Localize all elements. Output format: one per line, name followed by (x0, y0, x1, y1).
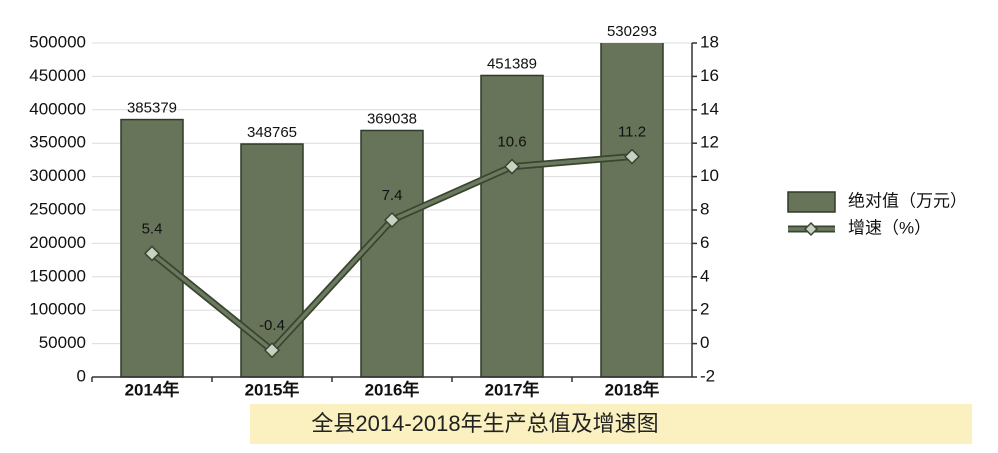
y2-tick-label: 4 (700, 266, 709, 285)
bar-value-label: 451389 (487, 55, 537, 72)
line-marker (503, 158, 521, 175)
y-tick-label: 0 (77, 366, 86, 385)
y-tick-label: 500000 (29, 32, 86, 51)
foreground: 0 50000 100000 150000 200000 250000 300000 3500… (29, 23, 967, 400)
y-tick-label: 350000 (29, 133, 86, 152)
y-tick-label: 200000 (29, 233, 86, 252)
bar-value-label: 348765 (247, 124, 297, 141)
bar (480, 74, 544, 378)
y2-tick-label: 14 (700, 99, 719, 118)
bar (600, 43, 664, 378)
line-value-label: 7.4 (382, 187, 403, 204)
x-tick-label: 2015年 (245, 379, 300, 399)
line-value-label: 11.2 (618, 124, 646, 141)
legend-marker (803, 221, 819, 237)
line-marker (383, 211, 401, 229)
x-tick-label: 2018年 (605, 379, 660, 399)
line-marker (143, 245, 161, 262)
y2-tick-label: 18 (700, 32, 719, 51)
line-marker (623, 148, 641, 165)
y2-tick-label: 16 (700, 66, 719, 85)
y-tick-label: 100000 (29, 300, 86, 319)
chart-title: 全县2014-2018年生产总值及增速图 (311, 411, 658, 436)
legend-label: 绝对值（万元） (848, 191, 967, 210)
y-tick-label: 400000 (29, 99, 86, 118)
y2-tick-label: -2 (700, 366, 715, 385)
y-tick-label: 50000 (39, 333, 86, 352)
x-tick-label: 2017年 (485, 379, 540, 399)
y2-tick-label: 6 (700, 233, 709, 252)
y2-tick-label: 12 (700, 133, 719, 152)
y-tick-label: 150000 (29, 266, 86, 285)
title-band (250, 404, 972, 444)
y-tick-label: 250000 (29, 199, 86, 218)
bar-value-label: 530293 (607, 23, 657, 40)
y-tick-label: 450000 (29, 66, 86, 85)
bar (360, 129, 424, 378)
y2-tick-label: 8 (700, 199, 709, 218)
bar-value-label: 385379 (127, 100, 177, 117)
legend-label: 增速（%） (848, 218, 931, 237)
line-marker (263, 342, 281, 359)
x-tick-label: 2016年 (365, 379, 420, 399)
y2-tick-label: 10 (700, 166, 719, 185)
y-tick-label: 300000 (29, 166, 86, 185)
y2-tick-label: 2 (700, 300, 709, 319)
x-tick-label: 2014年 (125, 379, 180, 399)
bar-value-label: 369038 (367, 110, 417, 127)
line-value-label: 10.6 (497, 134, 526, 151)
y2-tick-label: 0 (700, 333, 709, 352)
line-value-label: 5.4 (142, 220, 163, 237)
bar (240, 143, 304, 378)
line-value-label: -0.4 (259, 317, 285, 334)
legend-swatch (787, 191, 836, 213)
bars (120, 43, 664, 378)
